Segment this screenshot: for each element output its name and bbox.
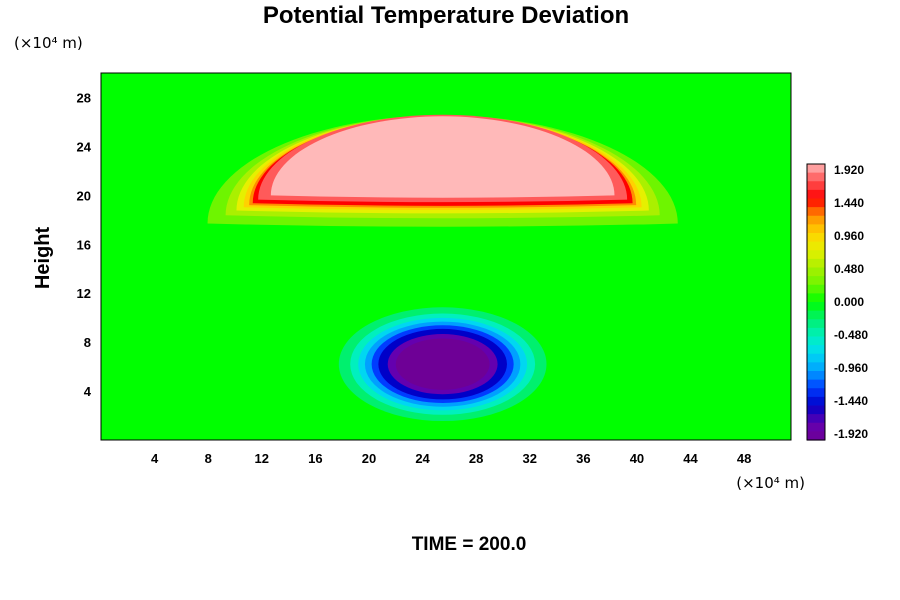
colorbar-band [807,379,825,389]
colorbar-band [807,198,825,208]
colorbar-tick-label: -1.920 [834,427,868,441]
colorbar-band [807,181,825,191]
x-tick-label: 8 [205,451,212,466]
colorbar-band [807,310,825,320]
y-tick-labels: 4 8 12 16 20 24 28 [77,90,92,399]
colorbar-band [807,414,825,424]
colorbar-band [807,241,825,251]
colorbar-tick-label: -1.440 [834,394,868,408]
x-tick-label: 44 [683,451,698,466]
cold-anomaly-contour-8 [395,338,490,390]
y-tick-label: 8 [84,335,91,350]
colorbar-tick-label: 0.480 [834,262,864,276]
colorbar-band [807,396,825,407]
colorbar-tick-label: -0.480 [834,328,868,342]
colorbar-band [807,164,825,174]
colorbar-band [807,293,825,303]
colorbar-band [807,371,825,381]
x-tick-label: 24 [415,451,430,466]
colorbar-tick-label: 1.440 [834,196,864,210]
colorbar-frame [806,163,826,441]
colorbar: 1.920 1.440 0.960 0.480 0.000 -0.480 -0.960 -1.… [806,163,868,441]
colorbar-band [807,207,825,217]
colorbar-band [807,302,825,312]
x-tick-label: 40 [630,451,644,466]
colorbar-band [807,422,825,432]
colorbar-band [807,327,825,338]
colorbar-tick-label: 0.000 [834,295,864,309]
x-tick-label: 4 [151,451,159,466]
y-tick-label: 16 [77,237,91,252]
colorbar-band [807,388,825,398]
x-unit-label: (×10⁴ m) [736,474,805,492]
colorbar-band [807,405,825,415]
y-tick-label: 12 [77,286,91,301]
x-tick-label: 48 [737,451,751,466]
colorbar-band [807,319,825,329]
y-unit-label: (×10⁴ m) [14,34,83,52]
colorbar-tick-label: 1.920 [834,163,864,177]
x-tick-label: 32 [523,451,537,466]
chart-title: Potential Temperature Deviation [263,2,629,29]
y-tick-label: 24 [77,139,92,154]
time-label: TIME = 200.0 [412,534,527,555]
colorbar-band [807,267,825,277]
colorbar-band [807,336,825,346]
colorbar-band [807,362,825,372]
colorbar-band [807,172,825,182]
colorbar-band [807,276,825,286]
y-tick-label: 4 [84,384,92,399]
colorbar-band [807,189,825,200]
x-tick-label: 36 [576,451,590,466]
plot-frame [100,72,792,441]
y-axis-label: Height [32,227,54,290]
x-tick-label: 12 [255,451,269,466]
colorbar-tick-label: -0.960 [834,361,868,375]
x-tick-label: 28 [469,451,483,466]
warm-anomaly-contour-8 [270,116,615,198]
y-tick-label: 28 [77,90,91,105]
colorbar-band [807,258,825,269]
colorbar-band [807,431,825,441]
colorbar-band [807,215,825,225]
x-tick-label: 20 [362,451,376,466]
colorbar-tick-label: 0.960 [834,229,864,243]
colorbar-band [807,233,825,243]
colorbar-band [807,345,825,355]
y-tick-label: 20 [77,188,91,203]
colorbar-band [807,250,825,260]
colorbar-band [807,284,825,294]
colorbar-band [807,224,825,234]
x-tick-labels: 4 8 12 16 20 24 28 32 36 40 44 48 [151,451,751,466]
x-tick-label: 16 [308,451,322,466]
colorbar-band [807,353,825,363]
plot-area [100,72,792,441]
